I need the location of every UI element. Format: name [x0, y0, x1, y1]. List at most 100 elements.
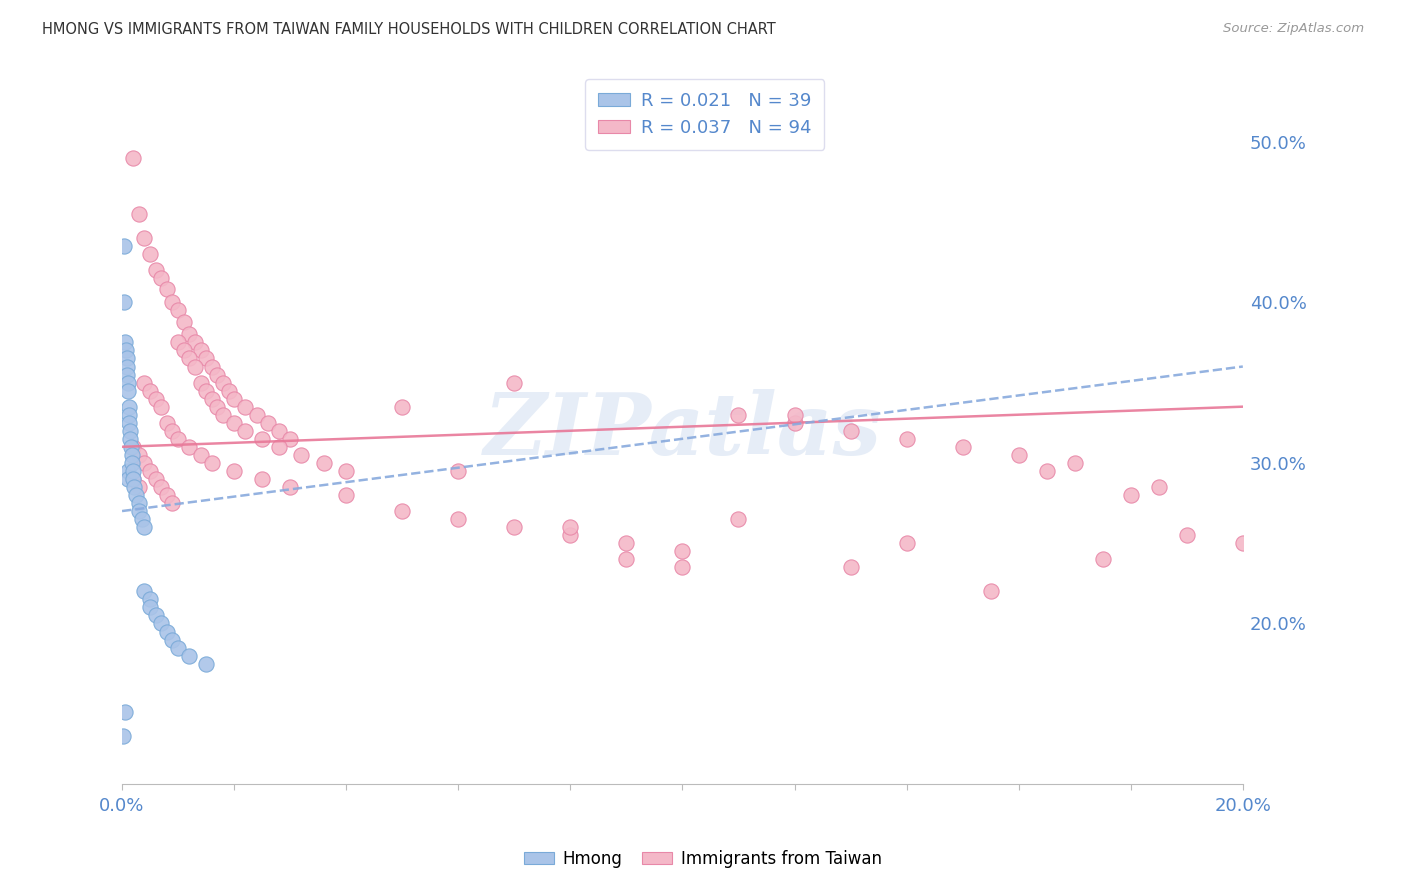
Point — [120, 440, 142, 454]
Point — [278, 480, 301, 494]
Point — [112, 295, 135, 310]
Point — [207, 368, 229, 382]
Point — [122, 151, 145, 165]
Point — [134, 376, 156, 390]
Point — [250, 472, 273, 486]
Point — [150, 480, 173, 494]
Point — [267, 424, 290, 438]
Point — [167, 640, 190, 655]
Point — [212, 408, 235, 422]
Point — [447, 512, 470, 526]
Point — [1232, 536, 1254, 550]
Point — [118, 416, 141, 430]
Point — [139, 247, 162, 261]
Point — [224, 464, 246, 478]
Point — [128, 448, 150, 462]
Point — [150, 400, 173, 414]
Point — [121, 448, 143, 462]
Point — [195, 351, 218, 366]
Point — [145, 608, 167, 623]
Point — [671, 560, 693, 574]
Point — [1175, 528, 1198, 542]
Point — [128, 496, 150, 510]
Point — [134, 520, 156, 534]
Point — [616, 552, 638, 566]
Point — [124, 480, 146, 494]
Point — [503, 376, 526, 390]
Point — [503, 520, 526, 534]
Point — [112, 239, 135, 253]
Point — [245, 408, 267, 422]
Point — [290, 448, 312, 462]
Point — [115, 343, 138, 358]
Point — [115, 351, 138, 366]
Point — [139, 592, 162, 607]
Point — [256, 416, 278, 430]
Point — [190, 448, 212, 462]
Point — [145, 263, 167, 277]
Point — [179, 351, 201, 366]
Point — [184, 359, 207, 374]
Point — [560, 520, 582, 534]
Point — [212, 376, 235, 390]
Point — [114, 705, 136, 719]
Point — [134, 231, 156, 245]
Point — [112, 729, 135, 743]
Point — [896, 432, 918, 446]
Point — [184, 335, 207, 350]
Point — [118, 408, 141, 422]
Point — [391, 400, 413, 414]
Point — [233, 424, 256, 438]
Point — [952, 440, 974, 454]
Point — [195, 657, 218, 671]
Point — [250, 432, 273, 446]
Point — [267, 440, 290, 454]
Point — [115, 359, 138, 374]
Point — [122, 464, 145, 478]
Point — [335, 464, 357, 478]
Point — [117, 384, 139, 398]
Point — [179, 440, 201, 454]
Point — [278, 432, 301, 446]
Point — [118, 424, 141, 438]
Point — [117, 464, 139, 478]
Point — [616, 536, 638, 550]
Point — [1035, 464, 1057, 478]
Point — [134, 456, 156, 470]
Point — [190, 376, 212, 390]
Point — [783, 416, 806, 430]
Point — [1147, 480, 1170, 494]
Point — [121, 456, 143, 470]
Text: 20.0%: 20.0% — [1215, 797, 1271, 815]
Point — [173, 314, 195, 328]
Point — [1091, 552, 1114, 566]
Point — [233, 400, 256, 414]
Point — [120, 432, 142, 446]
Point — [162, 632, 184, 647]
Text: 0.0%: 0.0% — [100, 797, 145, 815]
Point — [156, 624, 179, 639]
Point — [1119, 488, 1142, 502]
Point — [896, 536, 918, 550]
Point — [122, 472, 145, 486]
Point — [201, 456, 224, 470]
Point — [727, 408, 749, 422]
Point — [167, 432, 190, 446]
Point — [839, 424, 862, 438]
Point — [139, 464, 162, 478]
Point — [156, 282, 179, 296]
Point — [117, 472, 139, 486]
Point — [162, 496, 184, 510]
Point — [162, 424, 184, 438]
Point — [224, 416, 246, 430]
Point — [391, 504, 413, 518]
Point — [207, 400, 229, 414]
Legend: Hmong, Immigrants from Taiwan: Hmong, Immigrants from Taiwan — [517, 844, 889, 875]
Point — [218, 384, 240, 398]
Point — [980, 584, 1002, 599]
Point — [114, 335, 136, 350]
Point — [150, 616, 173, 631]
Point — [167, 335, 190, 350]
Point — [195, 384, 218, 398]
Point — [201, 359, 224, 374]
